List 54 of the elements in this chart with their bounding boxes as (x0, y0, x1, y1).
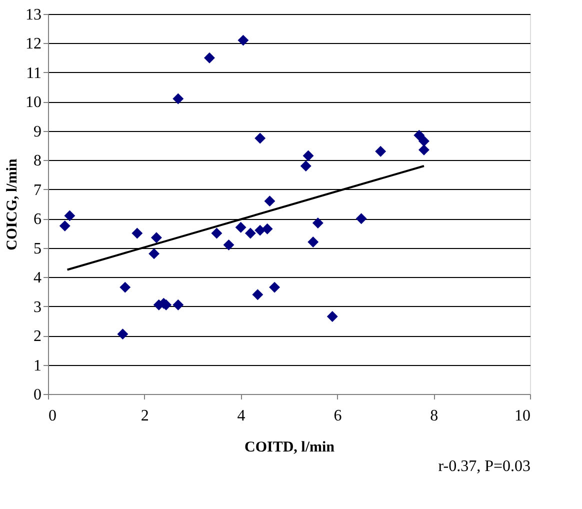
x-tick-label: 4 (237, 408, 246, 424)
point (244, 228, 256, 239)
point (418, 136, 430, 147)
y-tick-label: 5 (34, 240, 42, 258)
x-tick-label: 10 (514, 408, 530, 424)
point (414, 130, 425, 141)
point (264, 196, 276, 207)
y-tick-label: 12 (26, 36, 42, 53)
y-tick-label: 0 (34, 386, 42, 404)
x-tick-label: 0 (48, 408, 56, 424)
x-tick-label: 8 (430, 408, 438, 424)
point (132, 228, 143, 239)
point (356, 213, 367, 224)
y-tick-label: 11 (26, 64, 42, 82)
point (269, 282, 280, 293)
point (326, 311, 338, 322)
y-tick-label: 8 (34, 152, 42, 170)
point (418, 144, 430, 156)
point (262, 223, 273, 234)
point (308, 236, 319, 248)
point (150, 232, 162, 244)
point (252, 289, 264, 300)
point (211, 228, 222, 239)
point (148, 248, 160, 260)
y-tick-label: 1 (34, 357, 42, 374)
point (235, 222, 246, 233)
y-tick-label: 13 (26, 6, 42, 24)
point (117, 328, 128, 340)
x-tick-label: 2 (140, 408, 149, 424)
text: r-0.37, P=0.03 (438, 458, 530, 475)
point (120, 282, 131, 293)
x-tick-label: 6 (334, 408, 342, 424)
y-tick-label: 4 (34, 270, 42, 287)
point (172, 299, 184, 310)
y-tick-label: 6 (34, 211, 42, 228)
point (375, 146, 386, 157)
point (223, 239, 234, 250)
y-tick-label: 3 (34, 298, 42, 316)
y-tick-label: 7 (34, 182, 42, 199)
y-tick-label: 10 (26, 94, 42, 112)
point (300, 160, 312, 172)
y-axis-title: COICG, l/min (4, 158, 20, 250)
point (312, 218, 324, 228)
x-axis-title: COITD, l/min (244, 440, 336, 456)
y-tick-label: 9 (34, 123, 42, 140)
point (254, 132, 266, 144)
y-tick-label: 2 (34, 328, 42, 346)
point (172, 93, 184, 104)
point (204, 52, 215, 64)
point (302, 150, 314, 162)
point (59, 220, 70, 232)
point (254, 224, 266, 236)
point (64, 210, 76, 222)
point (238, 34, 249, 46)
